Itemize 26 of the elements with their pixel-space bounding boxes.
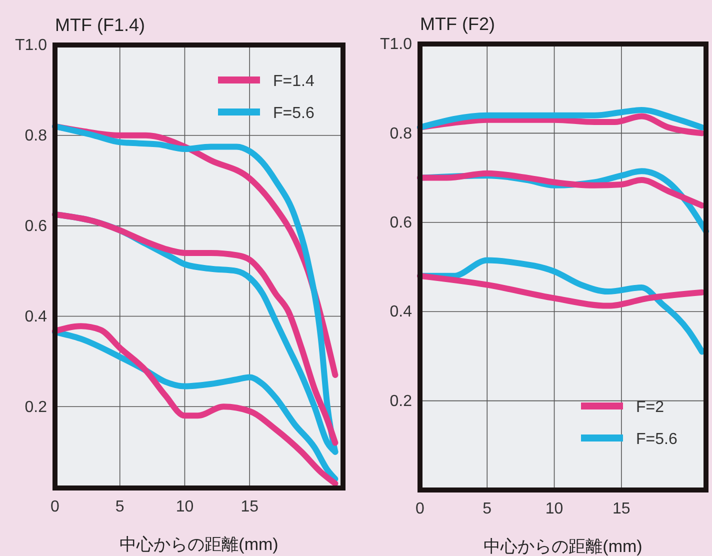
x-axis-title: 中心からの距離(mm)	[484, 537, 642, 556]
x-axis-title: 中心からの距離(mm)	[120, 535, 278, 554]
y-tick-label: 0.8	[390, 125, 412, 142]
chart-title: MTF (F2)	[420, 14, 495, 34]
x-tick-label: 10	[545, 500, 564, 518]
legend-label: F=1.4	[273, 73, 314, 90]
y-tick-label: 0.8	[24, 128, 48, 145]
y-tick-label: T1.0	[380, 36, 412, 54]
x-tick-label: 15	[612, 500, 630, 518]
x-tick-label: 10	[176, 498, 194, 516]
x-tick-label: 15	[240, 498, 259, 516]
chart-title: MTF (F1.4)	[55, 15, 145, 35]
x-tick-label: 0	[50, 498, 60, 516]
y-tick-label: 0.6	[390, 214, 412, 232]
y-tick-label: 0.2	[390, 392, 412, 410]
x-tick-label: 5	[482, 500, 492, 518]
y-tick-label: 0.4	[24, 308, 48, 326]
x-tick-label: 5	[115, 498, 124, 516]
legend-label: F=2	[636, 399, 664, 416]
legend-label: F=5.6	[273, 105, 314, 122]
y-tick-label: 0.2	[24, 398, 48, 416]
y-tick-label: 0.6	[24, 218, 48, 235]
y-tick-label: 0.4	[390, 304, 412, 321]
x-tick-label: 0	[416, 500, 425, 518]
y-tick-label: T1.0	[14, 37, 48, 54]
legend-label: F=5.6	[636, 431, 678, 448]
